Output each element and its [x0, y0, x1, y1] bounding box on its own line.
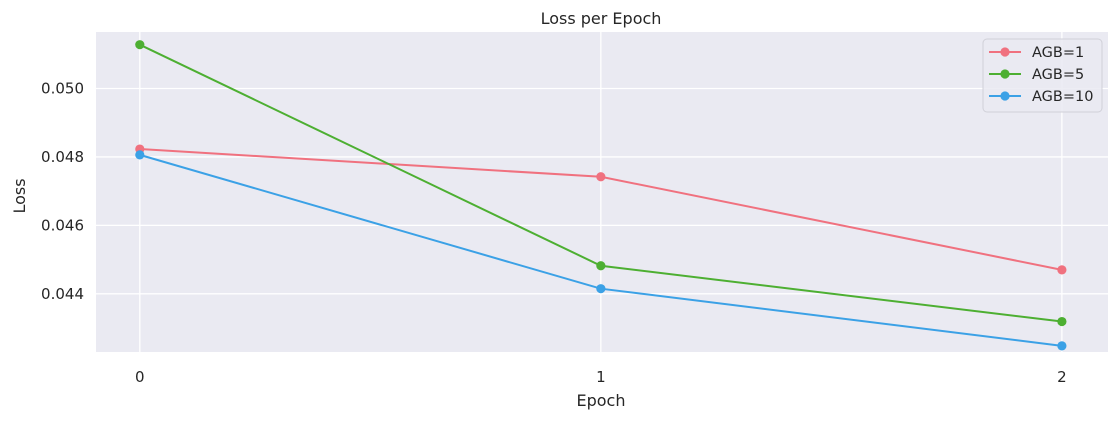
series-agb-10: [135, 150, 1067, 351]
data-point: [596, 261, 606, 271]
data-point: [596, 284, 606, 294]
series-layer: [135, 40, 1067, 351]
y-tick-label: 0.046: [41, 216, 84, 234]
data-point: [135, 40, 145, 50]
data-point: [135, 150, 145, 160]
x-tick-label: 0: [135, 368, 145, 386]
tick-labels: 0.044 0.046 0.048 0.050 0 1 2: [41, 79, 1067, 386]
y-tick-label: 0.050: [41, 79, 84, 97]
series-agb-1: [135, 144, 1067, 275]
chart-title: Loss per Epoch: [541, 9, 662, 28]
y-axis-label: Loss: [10, 178, 29, 213]
legend-label: AGB=5: [1032, 67, 1084, 83]
plot-area: [96, 32, 1108, 352]
legend-marker: [1000, 91, 1010, 101]
x-axis-label: Epoch: [577, 391, 626, 410]
data-point: [1057, 341, 1067, 351]
data-point: [1057, 316, 1067, 327]
y-tick-label: 0.048: [41, 148, 84, 166]
legend: AGB=1 AGB=5 AGB=10: [982, 38, 1103, 113]
series-agb-5: [135, 40, 1067, 327]
data-point: [596, 172, 606, 182]
legend-marker: [1000, 69, 1010, 79]
x-tick-label: 2: [1057, 368, 1067, 386]
legend-marker: [1000, 47, 1010, 57]
x-tick-label: 1: [596, 368, 606, 386]
legend-box: [982, 38, 1103, 113]
data-point: [1057, 265, 1067, 275]
legend-label: AGB=10: [1032, 89, 1093, 105]
y-tick-label: 0.044: [41, 285, 84, 303]
legend-label: AGB=1: [1032, 45, 1084, 61]
